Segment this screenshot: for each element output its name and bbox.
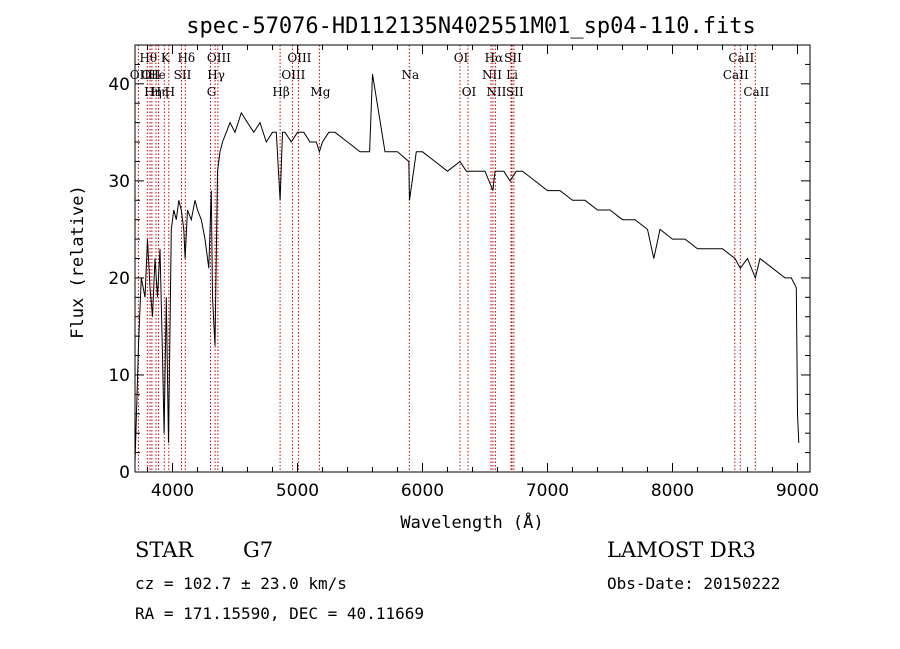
spectral-line-markers: OIIHθOIIHηHeHηKHSIIHδGHγOIIIHβOIIIOIIIMg…	[130, 45, 769, 472]
y-tick-label-3: 30	[108, 172, 130, 192]
line-marker-label-9: Hδ	[177, 51, 195, 65]
line-marker-label-1: Hθ	[139, 51, 157, 65]
line-marker-label-6: K	[161, 51, 171, 65]
line-marker-label-27: CaII	[728, 51, 754, 65]
line-marker-label-21: Hα	[485, 51, 504, 65]
y-axis-label: Flux (relative)	[68, 185, 88, 339]
line-marker-label-28: CaII	[743, 85, 769, 99]
redshift-readout: cz = 102.7 ± 23.0 km/s	[135, 574, 347, 593]
x-axis-label: Wavelength (Å)	[400, 511, 543, 533]
coordinates-readout: RA = 171.15590, DEC = 40.11669	[135, 604, 424, 623]
line-marker-label-7: H	[165, 85, 175, 99]
x-tick-label-0: 4000	[151, 481, 194, 501]
line-marker-label-10: G	[207, 85, 217, 99]
line-marker-label-14: OIII	[281, 68, 305, 82]
x-tick-label-5: 9000	[776, 481, 819, 501]
line-marker-label-18: OI	[454, 51, 469, 65]
y-tick-label-0: 0	[119, 463, 130, 483]
line-marker-label-11: Hγ	[207, 68, 225, 82]
obs-date-readout: Obs-Date: 20150222	[607, 574, 781, 593]
x-tick-label-4: 8000	[651, 481, 694, 501]
line-marker-label-15: OIII	[287, 51, 311, 65]
line-marker-label-23: Li	[506, 68, 518, 82]
line-marker-label-19: OI	[462, 85, 477, 99]
line-marker-label-24: SII	[504, 51, 522, 65]
line-marker-label-13: Hβ	[272, 85, 289, 99]
x-tick-label-3: 7000	[526, 481, 569, 501]
object-subclass: G7	[243, 538, 274, 562]
line-marker-label-2: OII	[141, 68, 161, 82]
line-marker-label-25: SII	[506, 85, 524, 99]
y-tick-label-1: 10	[108, 366, 130, 386]
line-marker-label-8: SII	[174, 68, 192, 82]
line-marker-label-20: NII	[482, 68, 502, 82]
object-class: STAR	[135, 538, 194, 562]
axes: 4000 5000 6000 7000 8000 9000 0 10 20 30 40	[108, 44, 819, 501]
y-tick-label-2: 20	[108, 269, 130, 289]
chart-title: spec-57076-HD112135N402551M01_sp04-110.f…	[186, 14, 756, 39]
survey-name: LAMOST DR3	[607, 538, 756, 562]
line-marker-label-26: CaII	[723, 68, 749, 82]
y-tick-label-4: 40	[108, 75, 130, 95]
plot-frame	[134, 44, 811, 473]
x-tick-label-1: 5000	[276, 481, 319, 501]
line-marker-label-17: Na	[401, 68, 419, 82]
x-tick-label-2: 6000	[401, 481, 444, 501]
spectrum-line	[134, 74, 800, 463]
line-marker-label-22: NII	[486, 85, 506, 99]
line-marker-label-12: OIII	[207, 51, 231, 65]
line-marker-label-3: Hη	[144, 85, 162, 99]
line-marker-label-16: Mg	[310, 85, 330, 99]
line-marker-label-4: He	[148, 68, 166, 82]
